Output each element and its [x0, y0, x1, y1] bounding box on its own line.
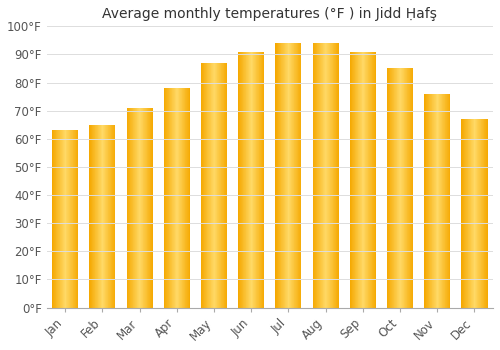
Title: Average monthly temperatures (°F ) in Jidd Ḥafş: Average monthly temperatures (°F ) in Ji…	[102, 7, 437, 21]
